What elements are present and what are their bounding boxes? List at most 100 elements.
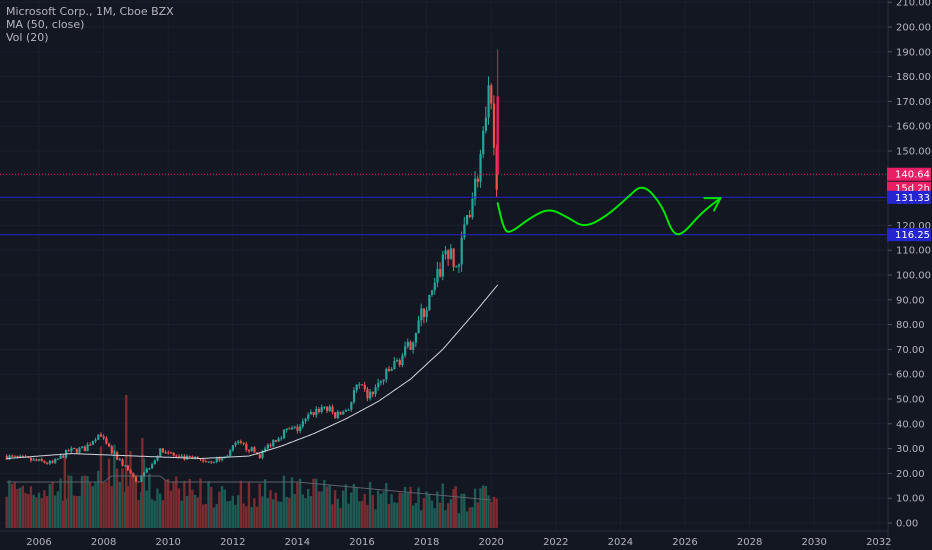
volume-bar: [51, 482, 54, 528]
volume-bar: [215, 504, 218, 528]
volume-bar: [137, 500, 140, 528]
symbol-title[interactable]: Microsoft Corp., 1M, Cboe BZX: [6, 5, 174, 18]
candle-body: [347, 409, 350, 411]
volume-bar: [78, 495, 81, 528]
volume-bar: [37, 492, 41, 528]
time-tick-label: 2030: [801, 537, 826, 548]
volume-indicator-label[interactable]: Vol (20): [6, 31, 49, 44]
volume-bar: [325, 486, 329, 528]
candle-body: [317, 409, 321, 412]
candle-body: [19, 456, 22, 458]
candle-body: [328, 406, 331, 412]
time-tick-label: 2022: [543, 537, 568, 548]
candle-body: [487, 85, 490, 118]
horizontal-lines[interactable]: [0, 173, 888, 236]
candle-body: [180, 455, 183, 457]
candle-body: [191, 456, 194, 458]
chart-grid: [0, 0, 887, 531]
volume-bar: [277, 501, 280, 528]
volume-bar: [5, 496, 8, 528]
candle-body: [94, 439, 97, 442]
candle-body: [245, 443, 248, 450]
candle-body: [436, 269, 439, 283]
candle-body: [8, 455, 11, 460]
candle-body: [379, 381, 383, 383]
volume-bar: [401, 493, 404, 528]
volume-bar: [228, 500, 232, 528]
candle-body: [390, 369, 393, 371]
moving-average-line: [6, 284, 499, 459]
volume-bar: [226, 501, 229, 528]
candle-body: [476, 178, 479, 182]
candle-body: [361, 384, 364, 386]
candle-body: [355, 384, 358, 391]
volume-bar: [43, 490, 46, 528]
volume-bar: [290, 477, 294, 528]
candle-body: [169, 452, 173, 454]
volume-bar: [274, 492, 278, 528]
volume-bar: [72, 495, 76, 528]
forecast-drawing[interactable]: [496, 186, 722, 236]
candle-body: [264, 448, 267, 451]
candle-body: [121, 459, 124, 466]
candle-body: [374, 387, 377, 395]
volume-bar: [175, 476, 178, 528]
volume-bar: [433, 508, 436, 528]
candle-body: [269, 444, 272, 447]
volume-bar: [358, 501, 361, 528]
candle-body: [417, 320, 420, 334]
price-tick-label: 190.00: [896, 47, 931, 58]
volume-bar: [344, 484, 348, 528]
candle-body: [196, 456, 200, 459]
candle-body: [148, 468, 151, 470]
candle-body: [239, 441, 243, 443]
volume-bar: [352, 483, 356, 528]
price-tick-label: 40.00: [896, 419, 925, 430]
candle-body: [35, 459, 38, 461]
volume-bar: [24, 492, 27, 528]
candle-body: [67, 450, 70, 452]
candle-body: [336, 411, 339, 418]
volume-bar: [91, 486, 95, 528]
time-tick-label: 2010: [155, 537, 180, 548]
candle-body: [164, 452, 167, 454]
volume-bar: [99, 446, 103, 528]
candle-body: [156, 456, 159, 461]
ma-indicator-label[interactable]: MA (50, close): [6, 18, 85, 31]
volume-bar: [444, 510, 447, 528]
volume-bar: [428, 494, 431, 528]
candle-body: [234, 442, 237, 446]
candle-body: [159, 448, 162, 457]
volume-bar: [29, 486, 33, 528]
candle-body: [447, 250, 450, 259]
price-tick-label: 210.00: [896, 0, 931, 9]
candle-body: [433, 282, 436, 291]
volume-bar: [253, 498, 256, 528]
volume-bar: [438, 502, 442, 528]
volume-bar: [409, 486, 412, 528]
candle-body: [5, 456, 8, 460]
candle-body: [266, 444, 269, 449]
candle-body: [70, 448, 73, 452]
volume-bar: [75, 496, 78, 528]
candle-body: [369, 391, 372, 399]
volume-bar: [129, 451, 132, 528]
price-tick-label: 100.00: [896, 271, 931, 282]
volume-bar: [328, 484, 331, 528]
time-axis[interactable]: 2006 2008 2010 2012 2014 2016 2018 2020 2022 2024…: [0, 530, 892, 548]
candle-body: [358, 384, 361, 386]
volume-bar: [250, 507, 253, 528]
candle-body: [285, 428, 288, 430]
volume-bar: [306, 488, 310, 528]
candle-body: [40, 459, 43, 461]
volume-bar: [220, 485, 224, 528]
volume-bar: [13, 481, 16, 528]
candle-body: [134, 476, 138, 482]
candle-body: [137, 481, 140, 483]
candle-body: [261, 450, 264, 458]
volume-bar: [16, 488, 19, 528]
time-tick-label: 2008: [91, 537, 116, 548]
candle-body: [371, 391, 374, 395]
price-axis[interactable]: 0.00 10.00 20.00 30.00 40.00 50.00 60.00 70.00 8…: [887, 0, 931, 550]
